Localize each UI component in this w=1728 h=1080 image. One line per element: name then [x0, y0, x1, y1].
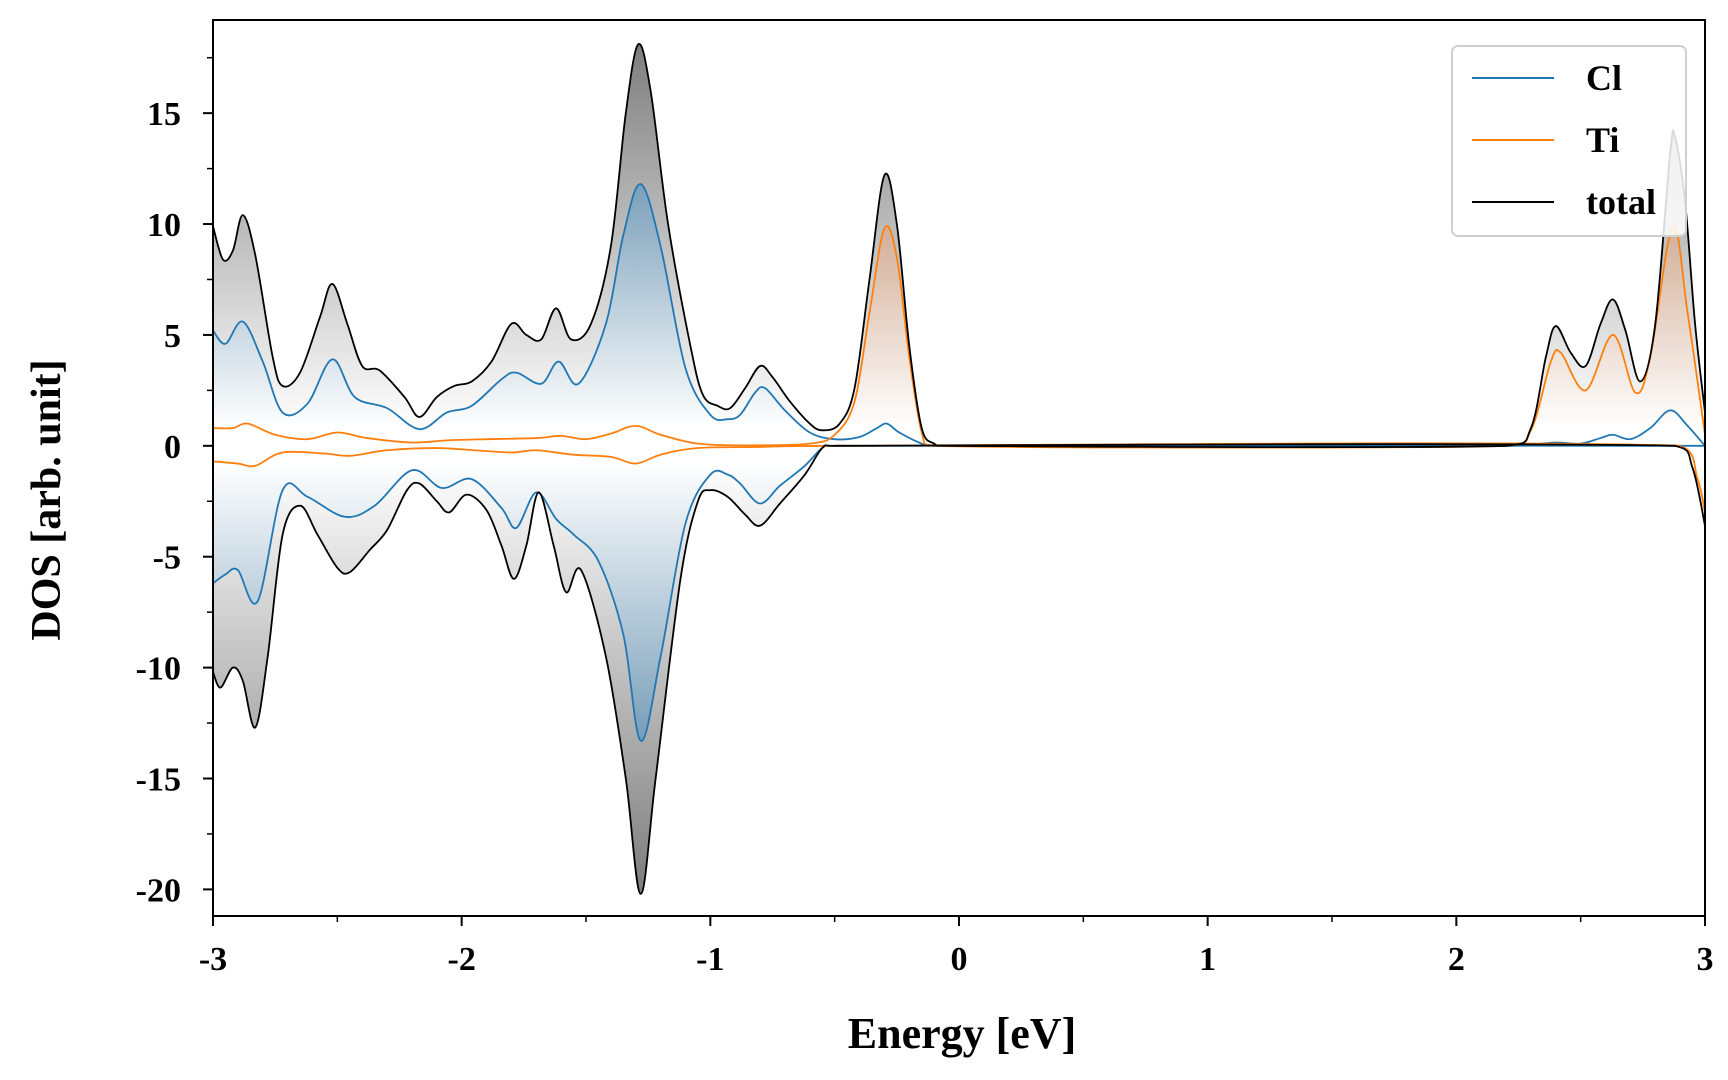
- line-cl-spin-down: [212, 444, 1706, 742]
- y-tick-label: 10: [147, 207, 181, 244]
- y-tick-label: 15: [147, 96, 181, 133]
- dos-lines: [212, 43, 1706, 895]
- legend-label-total: total: [1586, 182, 1656, 222]
- line-total-spin-down: [212, 443, 1706, 895]
- legend-box: [1451, 45, 1687, 237]
- y-tick-label: -15: [136, 761, 181, 798]
- y-tick-label: -10: [136, 651, 181, 688]
- fill-total-spin-down: [213, 444, 1705, 894]
- fill-ti-spin-up: [213, 225, 1705, 448]
- line-cl-spin-up: [212, 183, 1706, 447]
- x-tick-label: -2: [448, 941, 476, 978]
- fill-cl-spin-down: [213, 445, 1705, 741]
- legend: Cl Ti total: [1451, 45, 1687, 237]
- y-axis-label: DOS [arb. unit]: [24, 359, 70, 640]
- x-axis-label: Energy [eV]: [848, 1009, 1077, 1058]
- fill-total-spin-up: [213, 43, 1705, 448]
- x-tick-label: 3: [1697, 941, 1714, 978]
- x-tick-label: 0: [951, 941, 968, 978]
- legend-label-cl: Cl: [1586, 58, 1622, 98]
- line-ti-spin-up: [212, 224, 1706, 449]
- dos-fills: [213, 43, 1705, 894]
- x-tick-label: 2: [1448, 941, 1465, 978]
- fill-cl-spin-up: [213, 184, 1705, 447]
- y-tick-label: 0: [164, 429, 181, 466]
- y-tick-label: 5: [164, 318, 181, 355]
- y-tick-label: -20: [136, 872, 181, 909]
- x-tick-label: -1: [696, 941, 724, 978]
- x-tick-label: -3: [199, 941, 227, 978]
- line-total-spin-up: [212, 43, 1706, 449]
- fill-ti-spin-down: [213, 443, 1705, 513]
- x-tick-label: 1: [1199, 941, 1216, 978]
- legend-label-ti: Ti: [1586, 120, 1619, 160]
- y-tick-label: -5: [153, 540, 181, 577]
